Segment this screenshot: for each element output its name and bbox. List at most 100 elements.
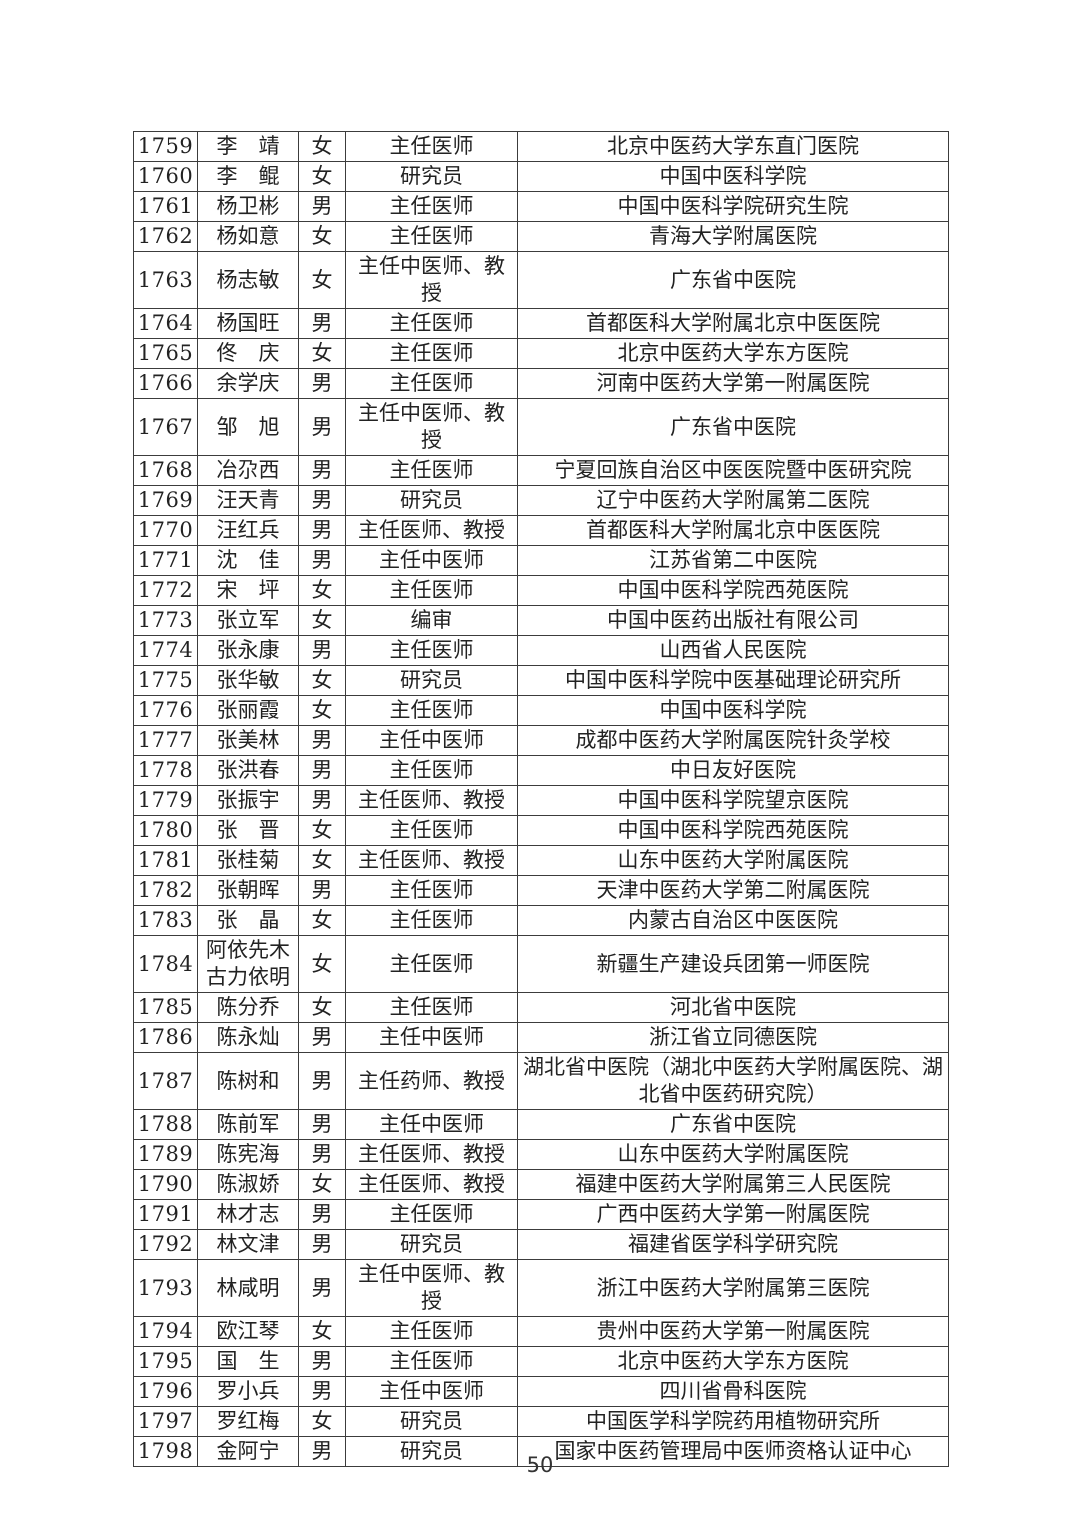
cell-institution: 北京中医药大学东方医院 <box>517 338 949 369</box>
cell-professional-title: 主任医师、教授 <box>345 1169 518 1200</box>
cell-gender: 女 <box>298 695 346 726</box>
cell-professional-title: 编审 <box>345 605 518 636</box>
cell-institution: 河北省中医院 <box>517 992 949 1023</box>
cell-serial-number: 1779 <box>133 785 198 816</box>
cell-professional-title: 研究员 <box>345 1229 518 1260</box>
cell-professional-title: 主任医师 <box>345 815 518 846</box>
cell-institution: 广东省中医院 <box>517 251 949 309</box>
table-row: 1769 汪天青 男 研究员 辽宁中医药大学附属第二医院 <box>133 485 949 516</box>
cell-gender: 男 <box>298 191 346 222</box>
cell-person-name: 张丽霞 <box>197 695 299 726</box>
cell-gender: 女 <box>298 1406 346 1437</box>
cell-institution: 四川省骨科医院 <box>517 1376 949 1407</box>
table-row: 1771 沈 佳 男 主任中医师 江苏省第二中医院 <box>133 545 949 576</box>
cell-institution: 中国中医科学院 <box>517 161 949 192</box>
cell-professional-title: 研究员 <box>345 161 518 192</box>
cell-gender: 女 <box>298 1316 346 1347</box>
cell-person-name: 欧江琴 <box>197 1316 299 1347</box>
cell-serial-number: 1764 <box>133 308 198 339</box>
table-row: 1788 陈前军 男 主任中医师 广东省中医院 <box>133 1109 949 1140</box>
cell-professional-title: 主任医师 <box>345 1199 518 1230</box>
cell-professional-title: 主任医师 <box>345 1346 518 1377</box>
cell-gender: 男 <box>298 308 346 339</box>
cell-person-name: 张朝晖 <box>197 875 299 906</box>
cell-institution: 中国中医科学院西苑医院 <box>517 815 949 846</box>
cell-person-name: 张桂菊 <box>197 845 299 876</box>
cell-institution: 北京中医药大学东方医院 <box>517 1346 949 1377</box>
table-row: 1772 宋 坪 女 主任医师 中国中医科学院西苑医院 <box>133 575 949 606</box>
table-row: 1797 罗红梅 女 研究员 中国医学科学院药用植物研究所 <box>133 1406 949 1437</box>
cell-gender: 男 <box>298 1376 346 1407</box>
cell-person-name: 罗红梅 <box>197 1406 299 1437</box>
cell-person-name: 沈 佳 <box>197 545 299 576</box>
cell-serial-number: 1775 <box>133 665 198 696</box>
cell-institution: 山东中医药大学附属医院 <box>517 1139 949 1170</box>
cell-person-name: 杨如意 <box>197 221 299 252</box>
cell-serial-number: 1767 <box>133 398 198 456</box>
cell-person-name: 余学庆 <box>197 368 299 399</box>
cell-professional-title: 主任医师 <box>345 695 518 726</box>
cell-gender: 女 <box>298 1169 346 1200</box>
cell-person-name: 邹 旭 <box>197 398 299 456</box>
cell-gender: 女 <box>298 935 346 993</box>
table-row: 1780 张 晋 女 主任医师 中国中医科学院西苑医院 <box>133 815 949 846</box>
cell-institution: 湖北省中医院（湖北中医药大学附属医院、湖北省中医药研究院） <box>517 1052 949 1110</box>
cell-institution: 宁夏回族自治区中医医院暨中医研究院 <box>517 455 949 486</box>
cell-person-name: 张 晋 <box>197 815 299 846</box>
cell-professional-title: 主任医师 <box>345 635 518 666</box>
cell-person-name: 陈永灿 <box>197 1022 299 1053</box>
table-row: 1798 金阿宁 男 研究员 国家中医药管理局中医师资格认证中心 <box>133 1436 949 1467</box>
cell-institution: 首都医科大学附属北京中医医院 <box>517 515 949 546</box>
table-row: 1766 余学庆 男 主任医师 河南中医药大学第一附属医院 <box>133 368 949 399</box>
cell-serial-number: 1772 <box>133 575 198 606</box>
cell-person-name: 张立军 <box>197 605 299 636</box>
cell-serial-number: 1773 <box>133 605 198 636</box>
cell-serial-number: 1794 <box>133 1316 198 1347</box>
roster-table: 1759 李 靖 女 主任医师 北京中医药大学东直门医院 1760 李 鲲 女 … <box>133 131 949 1467</box>
cell-professional-title: 研究员 <box>345 1436 518 1467</box>
cell-gender: 女 <box>298 845 346 876</box>
cell-professional-title: 主任医师 <box>345 575 518 606</box>
cell-institution: 中国中医科学院望京医院 <box>517 785 949 816</box>
table-row: 1793 林咸明 男 主任中医师、教授 浙江中医药大学附属第三医院 <box>133 1259 949 1317</box>
cell-serial-number: 1795 <box>133 1346 198 1377</box>
cell-serial-number: 1776 <box>133 695 198 726</box>
table-row: 1787 陈树和 男 主任药师、教授 湖北省中医院（湖北中医药大学附属医院、湖北… <box>133 1052 949 1110</box>
cell-gender: 男 <box>298 875 346 906</box>
cell-person-name: 张 晶 <box>197 905 299 936</box>
cell-person-name: 杨志敏 <box>197 251 299 309</box>
cell-professional-title: 主任医师 <box>345 221 518 252</box>
cell-person-name: 林才志 <box>197 1199 299 1230</box>
cell-person-name: 李 鲲 <box>197 161 299 192</box>
cell-institution: 浙江中医药大学附属第三医院 <box>517 1259 949 1317</box>
cell-serial-number: 1780 <box>133 815 198 846</box>
cell-person-name: 杨国旺 <box>197 308 299 339</box>
cell-person-name: 冶尕西 <box>197 455 299 486</box>
cell-professional-title: 主任中医师 <box>345 545 518 576</box>
cell-institution: 江苏省第二中医院 <box>517 545 949 576</box>
cell-person-name: 陈树和 <box>197 1052 299 1110</box>
cell-gender: 男 <box>298 485 346 516</box>
cell-serial-number: 1763 <box>133 251 198 309</box>
cell-gender: 女 <box>298 992 346 1023</box>
cell-serial-number: 1760 <box>133 161 198 192</box>
cell-gender: 女 <box>298 815 346 846</box>
cell-serial-number: 1762 <box>133 221 198 252</box>
cell-person-name: 李 靖 <box>197 131 299 162</box>
cell-professional-title: 主任中医师 <box>345 1022 518 1053</box>
cell-gender: 女 <box>298 665 346 696</box>
cell-serial-number: 1789 <box>133 1139 198 1170</box>
cell-person-name: 陈淑娇 <box>197 1169 299 1200</box>
table-row: 1767 邹 旭 男 主任中医师、教授 广东省中医院 <box>133 398 949 456</box>
cell-serial-number: 1778 <box>133 755 198 786</box>
cell-serial-number: 1788 <box>133 1109 198 1140</box>
cell-person-name: 陈宪海 <box>197 1139 299 1170</box>
cell-institution: 贵州中医药大学第一附属医院 <box>517 1316 949 1347</box>
cell-serial-number: 1768 <box>133 455 198 486</box>
cell-gender: 男 <box>298 515 346 546</box>
cell-professional-title: 主任药师、教授 <box>345 1052 518 1110</box>
cell-serial-number: 1798 <box>133 1436 198 1467</box>
cell-serial-number: 1783 <box>133 905 198 936</box>
cell-serial-number: 1781 <box>133 845 198 876</box>
cell-serial-number: 1790 <box>133 1169 198 1200</box>
